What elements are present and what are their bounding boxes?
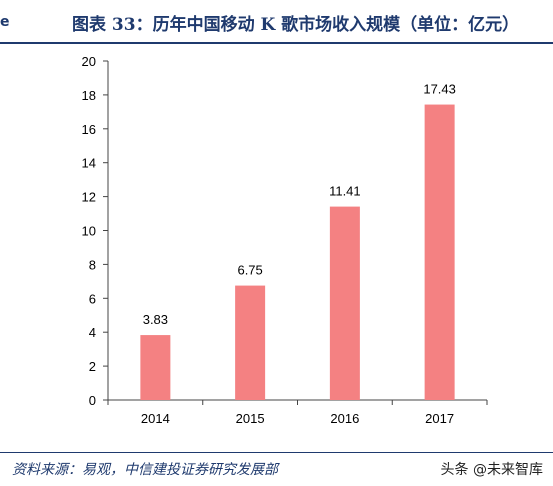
y-tick-label: 12 — [82, 190, 96, 205]
x-tick-label: 2015 — [236, 411, 265, 426]
y-tick-label: 6 — [89, 291, 96, 306]
y-tick-label: 16 — [82, 122, 96, 137]
bar-2017 — [424, 104, 455, 401]
watermark-text: 头条 @未来智库 — [440, 462, 543, 478]
data-label: 6.75 — [237, 263, 262, 278]
x-axis: 2014 2015 2016 2017 — [107, 399, 488, 426]
y-tick-label: 18 — [82, 88, 96, 103]
y-tick-label: 0 — [89, 393, 96, 408]
y-tick-label: 4 — [89, 325, 96, 340]
source-note: 资料来源：易观，中信建投证券研究发展部 — [12, 462, 278, 478]
data-label: 17.43 — [423, 82, 456, 97]
bar-2015 — [235, 285, 266, 400]
data-labels: 3.83 6.75 11.41 17.43 — [143, 82, 456, 328]
y-tick-label: 20 — [82, 54, 96, 69]
data-label: 11.41 — [329, 184, 361, 199]
chart-title: 图表 33：历年中国移动 K 歌市场收入规模（单位：亿元） — [72, 15, 520, 35]
footer-rule — [0, 452, 553, 453]
bar-2016 — [329, 206, 360, 400]
x-tick-label: 2017 — [425, 411, 454, 426]
y-tick-label: 2 — [89, 359, 96, 374]
x-tick-label: 2014 — [141, 411, 170, 426]
bars — [140, 104, 455, 401]
edge-fragment-text: e — [0, 14, 10, 30]
bar-2014 — [140, 335, 171, 400]
y-tick-label: 8 — [89, 257, 96, 272]
y-axis: 0 2 4 6 8 10 12 14 16 18 20 — [82, 54, 109, 408]
data-label: 3.83 — [143, 312, 168, 327]
header-rule — [0, 42, 553, 44]
y-tick-label: 14 — [82, 156, 96, 171]
x-tick-label: 2016 — [330, 411, 359, 426]
y-tick-label: 10 — [82, 224, 96, 239]
